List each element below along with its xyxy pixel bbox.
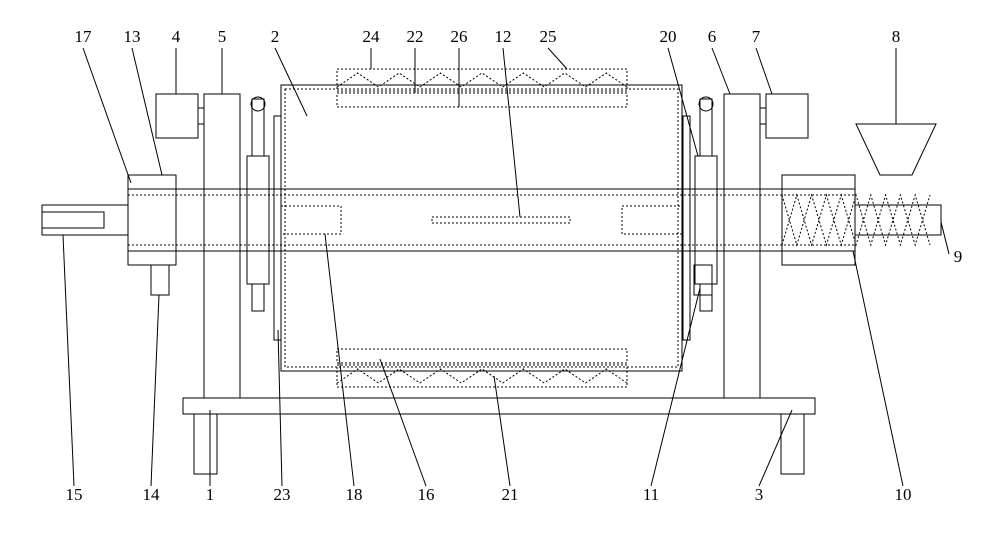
base-leg-left: [194, 414, 217, 474]
label-13: 13: [124, 27, 141, 46]
gland-ear-top-right: [700, 99, 712, 156]
label-16: 16: [418, 485, 435, 504]
drum-cap-left: [274, 116, 281, 340]
pillar-right: [724, 94, 760, 398]
motor-left: [156, 94, 198, 138]
gland-ear-bot-right: [700, 284, 712, 311]
label-22: 22: [407, 27, 424, 46]
label-1: 1: [206, 485, 215, 504]
heater-top: [337, 69, 627, 91]
label-10: 10: [895, 485, 912, 504]
label-20: 20: [660, 27, 677, 46]
label-2: 2: [271, 27, 280, 46]
label-3: 3: [755, 485, 764, 504]
motor-hub-left: [198, 108, 204, 124]
label-7: 7: [752, 27, 761, 46]
label-9: 9: [954, 247, 963, 266]
label-17: 17: [75, 27, 93, 46]
knob-right: [694, 265, 712, 295]
label-18: 18: [346, 485, 363, 504]
label-14: 14: [143, 485, 161, 504]
pillar-left: [204, 94, 240, 398]
label-25: 25: [540, 27, 557, 46]
label-11: 11: [643, 485, 659, 504]
shaft-ext-right: [855, 205, 941, 235]
gland-ear-bot-left: [252, 284, 264, 311]
gland-ear-top-left: [252, 99, 264, 156]
inner-box-right: [622, 206, 682, 234]
label-21: 21: [502, 485, 519, 504]
label-12: 12: [495, 27, 512, 46]
label-15: 15: [66, 485, 83, 504]
label-8: 8: [892, 27, 901, 46]
label-4: 4: [172, 27, 181, 46]
inner-box-left: [281, 206, 341, 234]
drum-cap-right: [683, 116, 690, 340]
tube-outer: [128, 189, 855, 251]
heater-bot: [337, 365, 627, 387]
label-24: 24: [363, 27, 381, 46]
base-leg-right: [781, 414, 804, 474]
knob-left: [151, 265, 169, 295]
heater-inner-top: [337, 93, 627, 107]
label-23: 23: [274, 485, 291, 504]
shaft-slot-left: [42, 212, 104, 228]
probe: [432, 217, 570, 223]
shaft-ext-left: [42, 205, 128, 235]
label-26: 26: [451, 27, 468, 46]
drum-inner-dash: [285, 89, 678, 367]
label-6: 6: [708, 27, 717, 46]
motor-right: [766, 94, 808, 138]
gland-plate-left: [247, 156, 269, 284]
motor-hub-right: [760, 108, 766, 124]
label-5: 5: [218, 27, 227, 46]
